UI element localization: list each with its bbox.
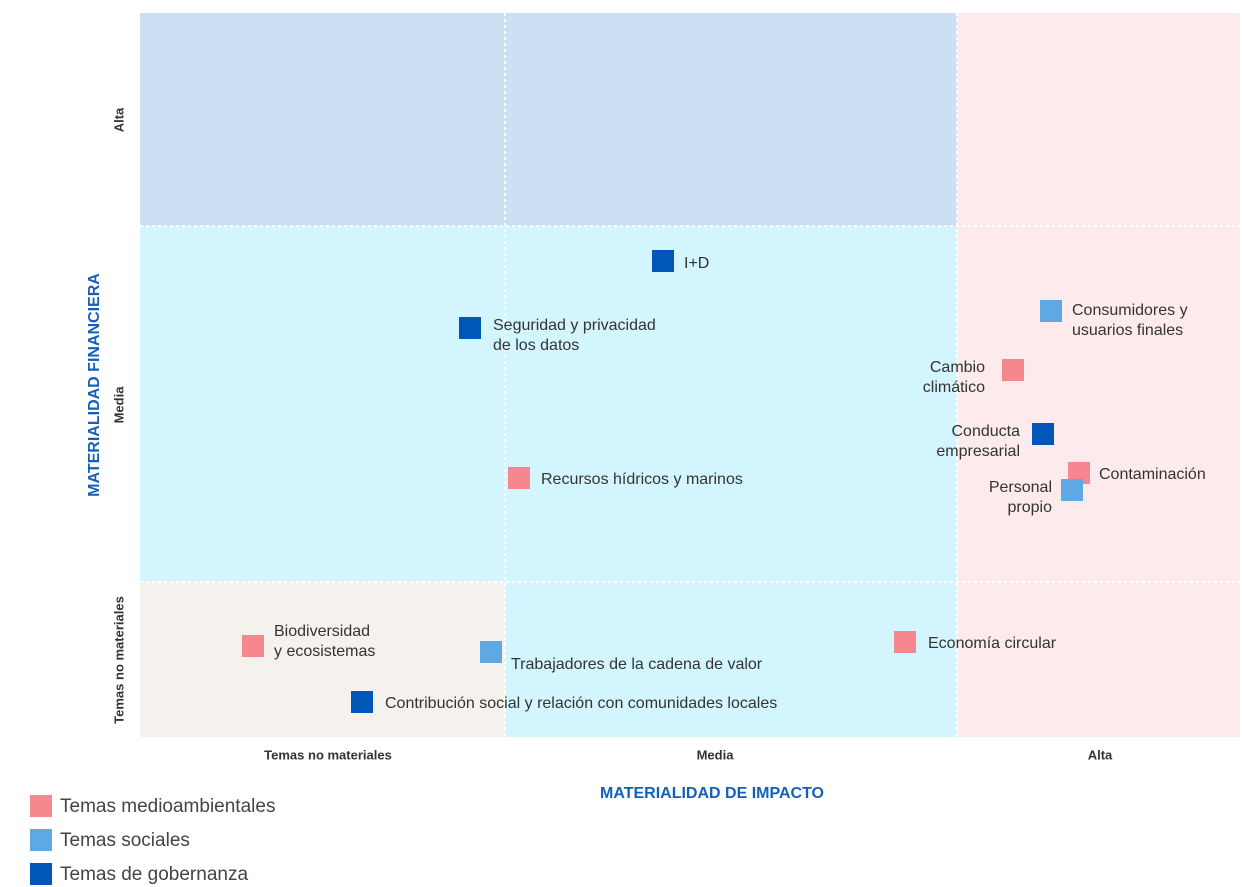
topic-marker (459, 317, 481, 339)
topic-marker (1032, 423, 1054, 445)
topic-label: Biodiversidad (274, 623, 370, 640)
topic-label: Contaminación (1099, 466, 1206, 483)
topic-label: Seguridad y privacidad (493, 317, 656, 334)
y-axis-title: MATERIALIDAD FINANCIERA (86, 273, 103, 497)
y-axis-label: Temas no materiales (111, 596, 126, 724)
topic-marker (351, 691, 373, 713)
topic-label: Conducta (952, 423, 1021, 440)
topic-label: y ecosistemas (274, 643, 375, 660)
topic-label: de los datos (493, 337, 579, 354)
y-axis-label: Alta (111, 107, 126, 132)
zone (957, 13, 1240, 737)
legend-swatch (30, 795, 52, 817)
y-axis-label: Media (111, 386, 126, 424)
topic-label: Economía circular (928, 635, 1057, 652)
legend-label: Temas sociales (60, 830, 190, 851)
topic-marker (1002, 359, 1024, 381)
topic-label: climático (923, 379, 985, 396)
topic-label: propio (1008, 499, 1053, 516)
topic-marker (894, 631, 916, 653)
topic-marker (652, 250, 674, 272)
topic-marker (508, 467, 530, 489)
legend-label: Temas medioambientales (60, 796, 275, 817)
x-axis-label: Media (697, 747, 735, 762)
topic-marker (1061, 479, 1083, 501)
topic-label: I+D (684, 255, 709, 272)
topic-marker (242, 635, 264, 657)
topic-marker (1040, 300, 1062, 322)
topic-marker (1068, 462, 1090, 484)
topic-label: Cambio (930, 359, 985, 376)
x-axis-title: MATERIALIDAD DE IMPACTO (600, 785, 824, 802)
topic-label: Recursos hídricos y marinos (541, 471, 743, 488)
zone (140, 13, 957, 226)
zone (140, 226, 957, 582)
legend-swatch (30, 863, 52, 885)
topic-label: Contribución social y relación con comun… (385, 695, 777, 712)
x-axis-label: Temas no materiales (264, 747, 392, 762)
topic-label: Personal (989, 479, 1052, 496)
legend-swatch (30, 829, 52, 851)
topic-label: Consumidores y (1072, 302, 1188, 319)
zone (505, 582, 957, 737)
topic-label: usuarios finales (1072, 322, 1183, 339)
zone (140, 582, 505, 737)
topic-marker (480, 641, 502, 663)
legend-label: Temas de gobernanza (60, 864, 248, 885)
topic-label: Trabajadores de la cadena de valor (511, 656, 763, 673)
topic-label: empresarial (936, 443, 1020, 460)
x-axis-label: Alta (1088, 747, 1113, 762)
